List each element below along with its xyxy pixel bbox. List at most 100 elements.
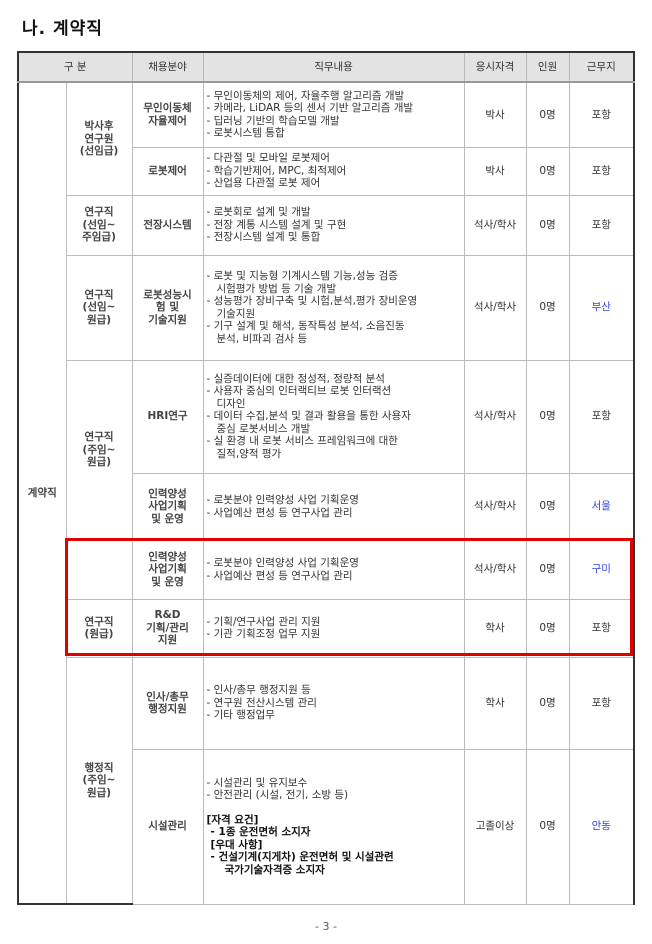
duty-line: 질적,양적 평가 <box>216 447 282 460</box>
count-cell: 0명 <box>525 472 570 541</box>
location-cell: 부산 <box>568 254 635 361</box>
requirement-line: - 1종 운전면허 소지자 <box>210 826 311 839</box>
field-cell: 인력양성 사업기획 및 운영 <box>131 539 204 600</box>
table-row: 행정직 (주임~ 원급) 인사/총무 행정지원 - 인사/총무 행정지원 등- 연구… <box>18 656 635 905</box>
duties-cell: - 로봇분야 인력양성 사업 기획운영 - 사업예산 편성 등 연구사업 관리 <box>202 472 465 541</box>
duty-line: 중심 로봇서비스 개발 <box>216 422 311 435</box>
table-row: 인력양성 사업기획 및 운영 - 로봇분야 인력양성 사업 기획운영 - 사업예산 … <box>18 472 635 541</box>
count-cell: 0명 <box>525 359 570 474</box>
field-cell: 시설관리 <box>131 748 204 905</box>
duty-line: - 로봇분야 인력양성 사업 기획운영 <box>206 494 359 506</box>
duty-line: 디자인 <box>216 397 246 410</box>
duty-line: - 데이터 수집,분석 및 결과 활용을 통한 사용자 <box>206 410 411 423</box>
duty-line: - 로봇시스템 통합 <box>206 127 285 140</box>
field-cell: 인사/총무 행정지원 <box>131 656 204 750</box>
duty-line: - 사용자 중심의 인터랙티브 로봇 인터랙션 <box>206 385 392 398</box>
count-cell: 0명 <box>525 598 570 658</box>
duty-line: - 기구 설계 및 해석, 동작특성 분석, 소음진동 <box>206 320 405 332</box>
duties-cell: - 인사/총무 행정지원 등- 연구원 전산시스템 관리 - 기타 행정업무 <box>202 656 465 750</box>
duty-line: - 인사/총무 행정지원 등 <box>206 684 311 697</box>
field-cell: R&D 기획/관리 지원 <box>131 598 204 658</box>
field-cell: 인력양성 사업기획 및 운영 <box>131 472 204 541</box>
duty-line: 기술지원 <box>216 307 256 320</box>
duty-line: - 로봇분야 인력양성 사업 기획운영 <box>206 557 359 569</box>
header-field: 채용분야 <box>131 51 204 83</box>
qualification-cell: 박사 <box>463 146 527 196</box>
table-header-row: 구 분 채용분야 직무내용 응시자격 인원 근무지 <box>17 51 635 83</box>
duty-line: - 로봇 및 지능형 기계시스템 기능,성능 검증 <box>206 270 398 282</box>
header-duties: 직무내용 <box>202 51 465 83</box>
preferences-title: [우대 사항] <box>210 838 263 851</box>
duty-line: - 연구원 전산시스템 관리 <box>206 696 317 709</box>
location-cell: 포항 <box>568 146 635 196</box>
recruitment-table: 구 분 채용분야 직무내용 응시자격 인원 근무지 계약직 박사후 연구원 (선임… <box>17 51 636 905</box>
qualification-cell: 박사 <box>463 81 527 148</box>
group-cell: 연구직 (선임~ 주임급) <box>65 194 133 256</box>
highlight-box <box>65 538 633 656</box>
preference-line: - 건설기계(지게차) 운전면허 및 시설관련 <box>210 851 394 864</box>
duties-cell: - 로봇회로 설계 및 개발 - 전장 계통 시스템 설계 및 구현 - 전장시스템… <box>202 194 465 256</box>
duty-line: - 사업예산 편성 등 연구사업 관리 <box>206 506 353 519</box>
duty-line: - 산업용 다관절 로봇 제어 <box>206 177 321 190</box>
table-row: 연구직 (선임~ 주임급) 전장시스템 - 로봇회로 설계 및 개발 - 전장 계통 … <box>18 194 635 256</box>
field-cell: 로봇성능시 험 및 기술지원 <box>131 254 204 361</box>
duty-line: 분석, 비파괴 검사 등 <box>216 332 308 345</box>
qualification-cell: 석사/학사 <box>463 194 527 256</box>
duty-line: - 기획/연구사업 관리 지원 <box>206 615 321 628</box>
qualification-cell: 석사/학사 <box>463 359 527 474</box>
page-number: - 3 - <box>315 920 337 933</box>
duty-line: - 기타 행정업무 <box>206 709 275 722</box>
count-cell: 0명 <box>525 81 570 148</box>
preference-line: 국가기술자격증 소지자 <box>224 863 325 876</box>
location-cell: 포항 <box>568 359 635 474</box>
table-row: 연구직 (원급) R&D 기획/관리 지원 - 기획/연구사업 관리 지원 - 기관 … <box>18 598 635 658</box>
group-cell: 행정직 (주임~ 원급) <box>65 656 133 905</box>
qualification-cell: 석사/학사 <box>463 254 527 361</box>
group-cell: 박사후 연구원 (선임급) <box>65 81 133 196</box>
duty-line: - 학습기반제어, MPC, 최적제어 <box>206 164 347 177</box>
duty-line: - 안전관리 (시설, 전기, 소방 등) <box>206 789 349 802</box>
duty-line: - 무인이동체의 제어, 자율주행 알고리즘 개발 <box>206 89 405 102</box>
section-title: 나. 계약직 <box>22 19 103 39</box>
duty-line: - 전장시스템 설계 및 통합 <box>206 231 321 244</box>
duties-cell: - 시설관리 및 유지보수 - 안전관리 (시설, 전기, 소방 등) [자격 요건… <box>202 748 465 905</box>
category-cell: 계약직 <box>17 81 67 905</box>
table-row: 연구직 (선임~ 원급) 로봇성능시 험 및 기술지원 - 로봇 및 지능형 기계시… <box>18 254 635 361</box>
duties-cell: - 로봇 및 지능형 기계시스템 기능,성능 검증 시험평가 방법 등 기술 개발… <box>202 254 465 361</box>
duty-line: - 로봇회로 설계 및 개발 <box>206 206 311 219</box>
qualification-cell: 석사/학사 <box>463 539 527 600</box>
duty-line: - 딥러닝 기반의 학습모델 개발 <box>206 114 340 127</box>
requirements-title: [자격 요건] <box>206 813 259 826</box>
count-cell: 0명 <box>525 146 570 196</box>
location-cell: 서울 <box>568 472 635 541</box>
duty-line: - 사업예산 편성 등 연구사업 관리 <box>206 569 353 582</box>
duty-line: - 전장 계통 시스템 설계 및 구현 <box>206 218 347 231</box>
header-count: 인원 <box>525 51 570 83</box>
qualification-cell: 학사 <box>463 656 527 750</box>
duty-line: 시험평가 방법 등 기술 개발 <box>216 282 337 295</box>
qualification-cell: 석사/학사 <box>463 472 527 541</box>
table-row: 로봇제어 - 다관절 및 모바일 로봇제어 - 학습기반제어, MPC, 최적제어 -… <box>18 146 635 196</box>
location-cell: 포항 <box>568 194 635 256</box>
field-cell: HRI연구 <box>131 359 204 474</box>
duties-cell: - 다관절 및 모바일 로봇제어 - 학습기반제어, MPC, 최적제어 - 산업용… <box>202 146 465 196</box>
qualification-cell: 고졸이상 <box>463 748 527 905</box>
field-cell: 무인이동체 자율제어 <box>131 81 204 148</box>
location-cell: 포항 <box>568 598 635 658</box>
duty-line: - 시설관리 및 유지보수 <box>206 776 308 789</box>
duty-line: - 카메라, LiDAR 등의 센서 기반 알고리즘 개발 <box>206 102 414 115</box>
table-row: 시설관리 - 시설관리 및 유지보수 - 안전관리 (시설, 전기, 소방 등) [자… <box>18 748 635 905</box>
duties-cell: - 무인이동체의 제어, 자율주행 알고리즘 개발 - 카메라, LiDAR 등의… <box>202 81 465 148</box>
group-cell <box>65 539 133 600</box>
header-qualification: 응시자격 <box>463 51 527 83</box>
header-category: 구 분 <box>17 51 133 83</box>
count-cell: 0명 <box>525 539 570 600</box>
field-cell: 전장시스템 <box>131 194 204 256</box>
location-cell: 안동 <box>568 748 635 905</box>
table-row: 연구직 (주임~ 원급) HRI연구 - 실증데이터에 대한 정성적, 정량적 분석… <box>18 359 635 541</box>
table-row: 계약직 박사후 연구원 (선임급) 무인이동체 자율제어 - 무인이동체의 제어, 자… <box>17 81 635 905</box>
group-cell: 연구직 (선임~ 원급) <box>65 254 133 361</box>
duty-line: - 기관 기획조정 업무 지원 <box>206 628 321 640</box>
duty-line: - 실 환경 내 로봇 서비스 프레임워크에 대한 <box>206 435 398 448</box>
location-cell: 포항 <box>568 656 635 750</box>
